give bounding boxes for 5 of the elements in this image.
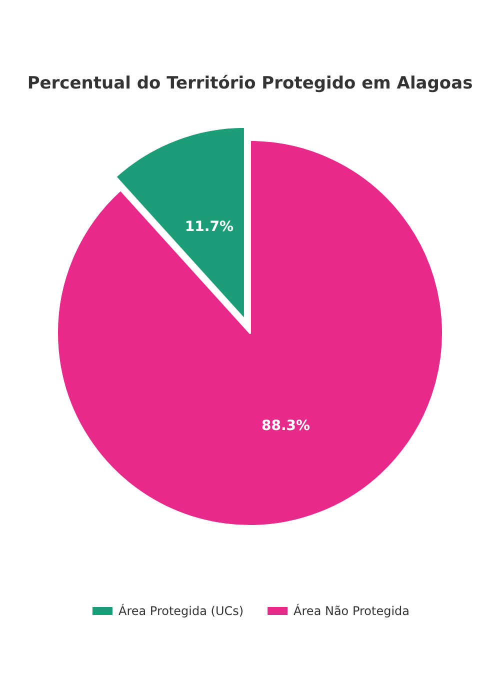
data-label: 88.3%: [261, 418, 310, 434]
data-label: 11.7%: [184, 219, 234, 236]
legend-label: Área Protegida (UCs): [118, 603, 244, 618]
chart-title: Percentual do Território Protegido em Alagoas: [27, 74, 473, 94]
legend-label: Área Não Protegida: [294, 603, 410, 618]
